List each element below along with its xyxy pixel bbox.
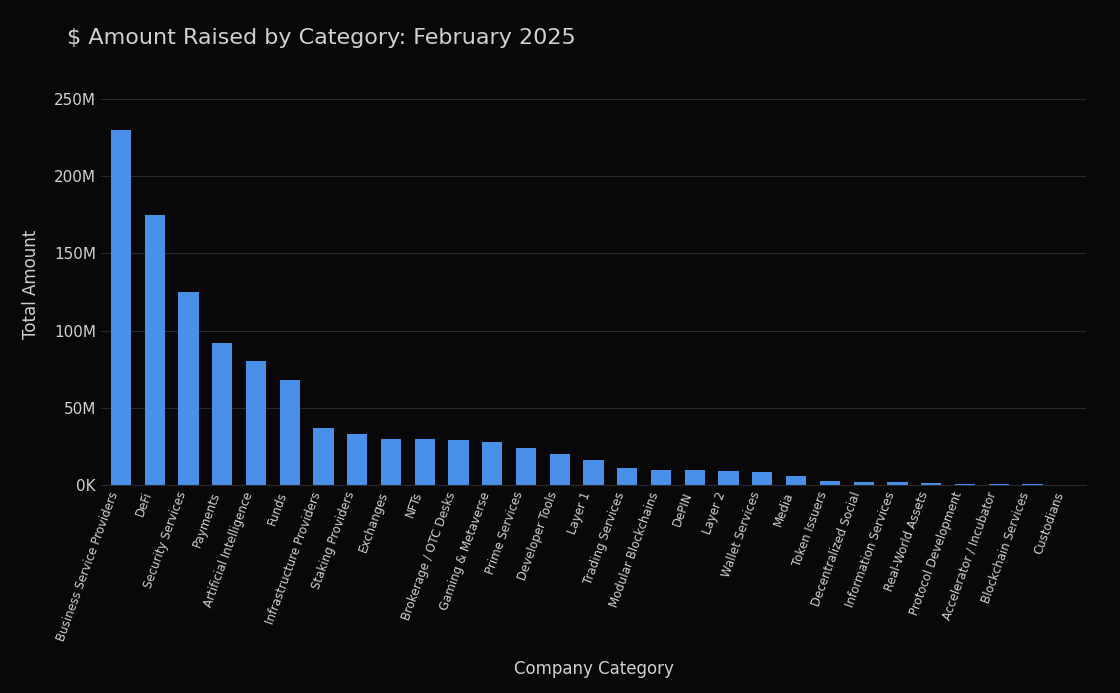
Bar xyxy=(989,484,1009,485)
Bar xyxy=(448,440,468,485)
Bar xyxy=(212,343,233,485)
Bar xyxy=(954,484,976,485)
Bar xyxy=(786,476,806,485)
Bar xyxy=(584,460,604,485)
Bar xyxy=(111,130,131,485)
Bar xyxy=(887,482,907,485)
Bar xyxy=(719,471,739,485)
Bar xyxy=(347,434,367,485)
Bar xyxy=(617,468,637,485)
Bar xyxy=(651,470,671,485)
Bar xyxy=(314,428,334,485)
Bar xyxy=(753,472,773,485)
Bar xyxy=(1023,484,1043,485)
Bar xyxy=(820,481,840,485)
Text: $ Amount Raised by Category: February 2025: $ Amount Raised by Category: February 20… xyxy=(67,28,576,48)
Bar xyxy=(178,292,198,485)
Bar xyxy=(381,439,401,485)
Bar xyxy=(483,442,503,485)
Bar xyxy=(550,454,570,485)
Bar xyxy=(684,471,704,485)
Bar xyxy=(144,215,165,485)
Bar xyxy=(280,380,300,485)
Y-axis label: Total Amount: Total Amount xyxy=(22,229,40,339)
Bar xyxy=(516,448,536,485)
X-axis label: Company Category: Company Category xyxy=(514,660,673,678)
Bar xyxy=(414,439,435,485)
Bar xyxy=(853,482,874,485)
Bar xyxy=(246,362,267,485)
Bar xyxy=(921,483,941,485)
